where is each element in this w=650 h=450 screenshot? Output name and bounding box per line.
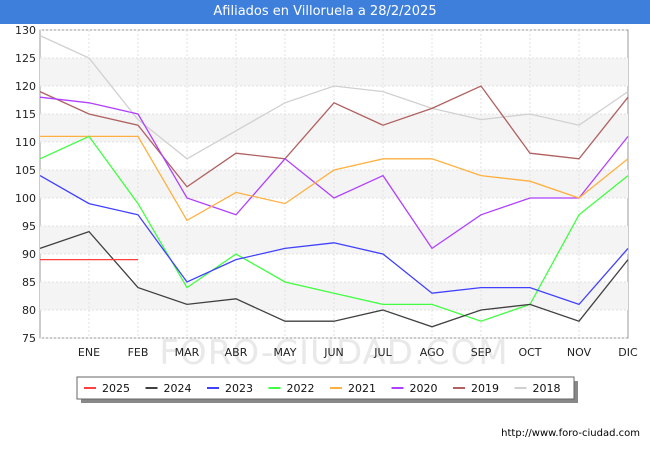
x-tick-label: JUN <box>323 346 344 359</box>
y-tick-label: 95 <box>22 220 36 233</box>
legend-label: 2025 <box>102 382 130 395</box>
x-tick-label: JUL <box>373 346 392 359</box>
y-tick-label: 80 <box>22 304 36 317</box>
legend-item-2021: 2021 <box>330 382 376 395</box>
legend-item-2024: 2024 <box>145 382 192 395</box>
y-tick-label: 115 <box>15 108 36 121</box>
chart-title: Afiliados en Villoruela a 28/2/2025 <box>0 0 650 24</box>
legend-items: 2025 2024 2023 2022 2021 2020 2019 2018 <box>84 382 561 395</box>
y-tick-label: 90 <box>22 248 36 261</box>
series-lines <box>39 35 629 328</box>
watermark: FORO-CIUDAD.COM <box>159 333 508 373</box>
x-tick-label: ABR <box>225 346 248 359</box>
series-line-2023 <box>39 175 629 306</box>
y-tick-label: 125 <box>15 52 36 65</box>
y-tick-label: 100 <box>15 192 36 205</box>
legend-label: 2021 <box>348 382 376 395</box>
series-line-2021 <box>40 135 629 222</box>
x-axis-ticks: ENE FEB MAR ABR MAY JUN JUL AGO SEP OCT NOV DIC <box>78 346 638 359</box>
footer-url: http://www.foro-ciudad.com <box>501 428 640 439</box>
x-tick-label: DIC <box>618 346 638 359</box>
x-tick-label: FEB <box>128 346 149 359</box>
legend-label: 2019 <box>471 382 499 395</box>
x-tick-label: MAY <box>274 346 297 359</box>
legend-item-2023: 2023 <box>207 382 253 395</box>
legend-item-2020: 2020 <box>391 382 438 395</box>
y-tick-label: 105 <box>15 164 36 177</box>
legend-label: 2024 <box>164 382 192 395</box>
series-line-2019 <box>39 85 629 188</box>
series-line-2024 <box>39 230 629 328</box>
y-tick-label: 130 <box>15 24 36 37</box>
x-tick-label: SEP <box>471 346 492 359</box>
x-tick-label: MAR <box>175 346 200 359</box>
x-tick-label: ENE <box>78 346 100 359</box>
x-tick-label: NOV <box>567 346 592 359</box>
legend-item-2025: 2025 <box>84 382 130 395</box>
x-tick-label: AGO <box>420 346 445 359</box>
legend-item-2018: 2018 <box>514 382 561 395</box>
legend-item-2019: 2019 <box>453 382 499 395</box>
legend-box <box>76 376 575 400</box>
legend-item-2022: 2022 <box>268 382 315 395</box>
legend-label: 2022 <box>287 382 315 395</box>
legend: 2025 2024 2023 2022 2021 2020 2019 2018 <box>76 376 578 403</box>
y-tick-label: 110 <box>15 136 36 149</box>
y-tick-label: 120 <box>15 80 36 93</box>
y-axis-ticks: 75 80 85 90 95 100 105 110 115 120 125 130 <box>15 24 36 345</box>
legend-label: 2018 <box>533 382 561 395</box>
series-line-2020 <box>39 96 629 250</box>
series-line-2018 <box>39 35 629 160</box>
legend-label: 2020 <box>410 382 438 395</box>
line-chart: FORO-CIUDAD.COM 75 80 85 90 95 100 105 110 115 12… <box>15 24 638 403</box>
legend-label: 2023 <box>225 382 253 395</box>
y-tick-label: 75 <box>22 332 36 345</box>
y-tick-label: 85 <box>22 276 36 289</box>
x-tick-label: OCT <box>518 346 541 359</box>
